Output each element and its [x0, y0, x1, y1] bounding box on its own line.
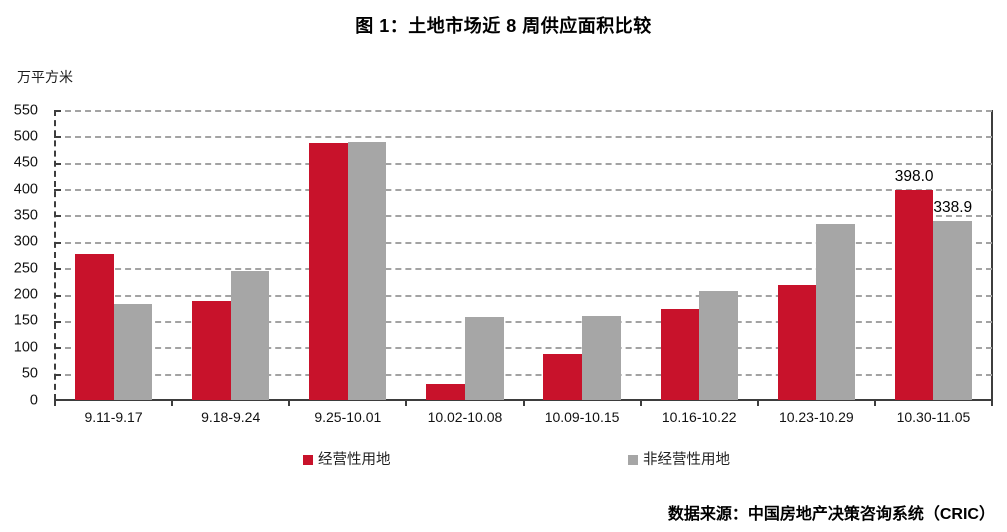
bar [309, 143, 348, 400]
bar-group [55, 110, 172, 400]
bar [347, 142, 387, 400]
y-axis-tick [54, 110, 61, 112]
legend-swatch [628, 455, 638, 465]
x-axis-line [54, 399, 993, 401]
gridline [55, 347, 992, 350]
x-axis-label: 10.02-10.08 [427, 409, 503, 425]
gridline [55, 241, 992, 244]
y-axis-tick-label: 50 [21, 365, 38, 382]
y-axis-tick-label: 300 [13, 233, 38, 250]
plot-area: 398.0 338.9 [54, 110, 992, 400]
y-axis-tick [54, 294, 61, 297]
y-axis-tick-label: 450 [13, 154, 38, 171]
x-axis-label: 9.11-9.17 [84, 409, 143, 425]
x-axis-tick [54, 401, 56, 406]
y-axis-tick [54, 373, 61, 376]
y-axis-tick [54, 162, 61, 165]
bar-group: 398.0 338.9 [875, 110, 992, 400]
bar [816, 224, 855, 400]
bar [699, 291, 738, 400]
x-axis-label: 10.23-10.29 [778, 409, 854, 425]
legend-label: 经营性用地 [318, 451, 391, 468]
bar-group [641, 110, 758, 400]
y-axis-tick [54, 136, 61, 139]
y-axis-tick [54, 241, 61, 244]
data-source: 数据来源：中国房地产决策咨询系统（CRIC） [667, 506, 995, 523]
plot-right-border [991, 110, 993, 401]
bar-value-label: 338.9 [933, 198, 973, 216]
y-axis-tick-label: 100 [13, 339, 38, 356]
y-axis-tick [54, 268, 61, 271]
bar-group [758, 110, 875, 400]
legend-label: 非经营性用地 [643, 451, 730, 468]
bar-group [406, 110, 523, 400]
chart-title: 图 1：土地市场近 8 周供应面积比较 [355, 16, 652, 36]
y-axis-tick-label: 550 [13, 101, 38, 118]
gridline [55, 294, 992, 297]
x-axis-tick [171, 401, 174, 406]
x-axis-label: 9.25-10.01 [314, 409, 382, 425]
gridline [55, 320, 992, 323]
gridline [55, 136, 992, 139]
bar-group [524, 110, 641, 400]
y-axis-tick-label: 200 [13, 286, 38, 303]
y-axis-line [54, 110, 56, 400]
bar [464, 317, 504, 400]
gridline [55, 215, 992, 218]
x-axis-tick [873, 401, 876, 406]
legend-item: 非经营性用地 [628, 449, 730, 471]
x-axis-tick [991, 401, 993, 406]
y-axis-tick-label: 400 [13, 180, 38, 197]
x-axis-label: 9.18-9.24 [201, 409, 261, 425]
y-axis-tick [54, 215, 61, 218]
legend: 经营性用地 非经营性用地 [0, 449, 1007, 473]
bar [777, 284, 817, 400]
x-axis-tick [405, 401, 408, 406]
y-axis-tick-label: 500 [13, 128, 38, 145]
bar-group [289, 110, 406, 400]
bar [113, 303, 153, 400]
bar [582, 316, 621, 400]
gridline [55, 268, 992, 271]
y-axis-tick [54, 320, 61, 323]
y-axis-tick-label: 150 [13, 312, 38, 329]
bar [660, 309, 700, 400]
gridline [55, 110, 992, 112]
y-axis-unit-label: 万平方米 [17, 69, 73, 85]
x-axis-label: 10.30-11.05 [896, 409, 971, 425]
y-axis-tick [54, 347, 61, 350]
bar [543, 354, 583, 400]
bar [933, 221, 973, 400]
x-axis-labels-row: 9.11-9.17 9.18-9.24 9.25-10.01 10.02-10.08 1… [55, 404, 992, 430]
bar [894, 190, 934, 400]
bar [230, 270, 270, 400]
x-axis-label: 10.09-10.15 [544, 409, 620, 425]
y-axis-tick-label: 250 [13, 259, 38, 276]
bar [192, 300, 231, 400]
x-axis-label: 10.16-10.22 [661, 409, 737, 425]
legend-swatch [303, 455, 313, 465]
bar [74, 253, 114, 400]
x-axis-tick [288, 401, 291, 406]
gridline [55, 162, 992, 165]
x-axis-tick [522, 401, 525, 406]
x-axis-tick [756, 401, 759, 406]
y-axis-tick-label: 0 [29, 391, 38, 408]
bar-value-label: 398.0 [894, 167, 934, 185]
y-axis-labels: 0 50 100 150 200 250 300 350 400 450 500 550 [0, 103, 38, 407]
gridline [55, 373, 992, 376]
y-axis-tick-label: 350 [13, 207, 38, 224]
gridline [55, 189, 992, 192]
legend-item: 经营性用地 [303, 449, 391, 471]
y-axis-tick [54, 189, 61, 192]
bar-group [172, 110, 289, 400]
bar [426, 384, 465, 400]
x-axis-tick [639, 401, 642, 406]
